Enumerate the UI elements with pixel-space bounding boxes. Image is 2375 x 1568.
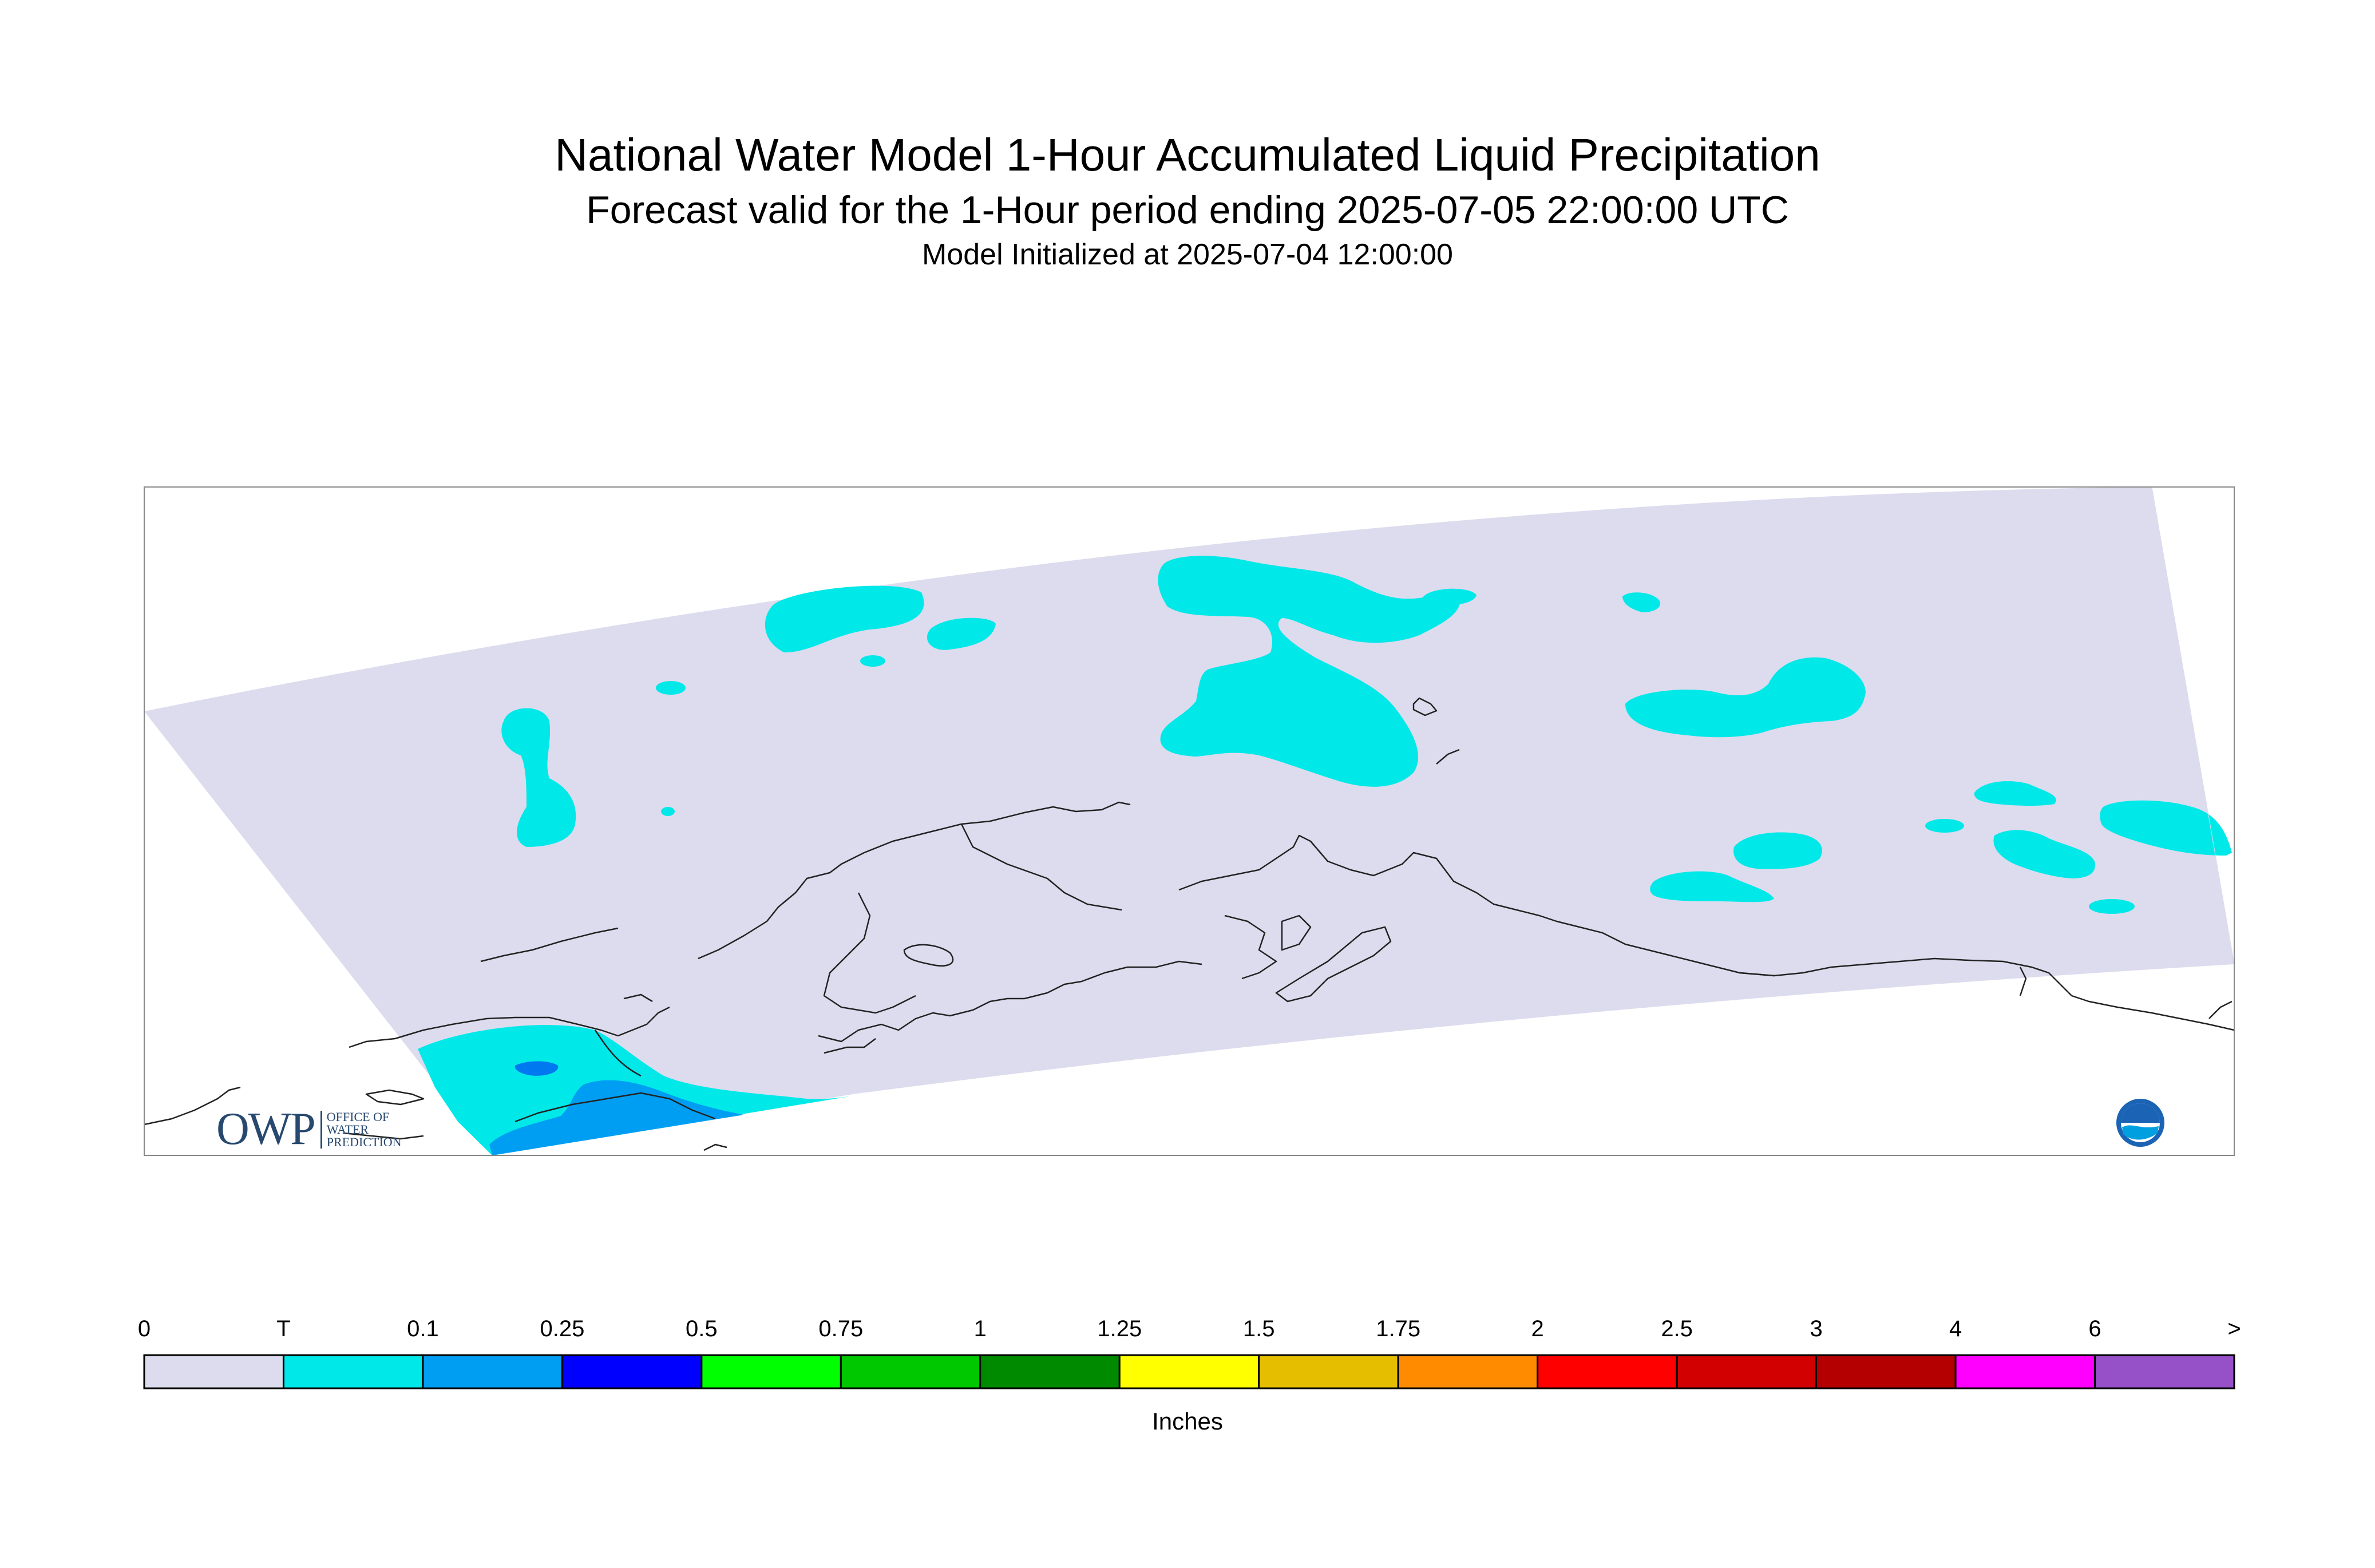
light-rain-area: [489, 1080, 744, 1155]
coastlines: [144, 697, 2234, 1151]
precip-cell: [1733, 832, 1822, 869]
legend-swatch: [1676, 1354, 1818, 1389]
legend-label: 6: [2088, 1316, 2101, 1341]
legend-label: 1.25: [1097, 1316, 1142, 1341]
legend-label: T: [276, 1316, 291, 1341]
precip-cell: [661, 807, 675, 816]
legend-swatch: [143, 1354, 284, 1389]
legend-swatch: [1815, 1354, 1957, 1389]
owp-logo-mark: OWP: [216, 1104, 316, 1154]
legend-label: 2.5: [1661, 1316, 1693, 1341]
legend-swatch: [1397, 1354, 1539, 1389]
legend-swatch: [1258, 1354, 1399, 1389]
precip-cell: [2100, 800, 2232, 856]
map-title: National Water Model 1-Hour Accumulated …: [555, 129, 1820, 180]
legend-swatch: [840, 1354, 981, 1389]
legend-label: 0: [137, 1316, 151, 1341]
legend-swatch: [979, 1354, 1121, 1389]
precip-cell: [927, 617, 996, 650]
legend-swatch: [700, 1354, 842, 1389]
precip-cell: [1993, 830, 2095, 878]
precip-cell: [1158, 556, 1460, 787]
map-frame: [144, 486, 2235, 1156]
legend-label: 1: [973, 1316, 987, 1341]
legend-swatch: [1537, 1354, 1678, 1389]
legend-swatch: [422, 1354, 563, 1389]
precip-cell: [2089, 899, 2135, 914]
precip-cell: [860, 655, 885, 667]
noaa-logo: [2116, 1099, 2164, 1147]
precip-cell: [765, 585, 924, 652]
legend-label: 0.25: [540, 1316, 585, 1341]
precip-cell: [501, 708, 576, 847]
precip-cell: [1422, 588, 1477, 606]
legend-swatch: [1118, 1354, 1260, 1389]
precip-cell: [1625, 657, 1866, 738]
legend-swatch: [1954, 1354, 2096, 1389]
legend-swatch: [2094, 1354, 2235, 1389]
legend-label: >: [2227, 1316, 2241, 1341]
precip-cell: [1650, 871, 1774, 902]
precip-cell: [1925, 819, 1964, 833]
legend-label: 2: [1531, 1316, 1544, 1341]
legend-label: 0.75: [818, 1316, 864, 1341]
legend-color-bar: [143, 1354, 2235, 1389]
legend-swatch: [561, 1354, 703, 1389]
legend-units: Inches: [1152, 1408, 1223, 1435]
legend-label: 3: [1810, 1316, 1823, 1341]
model-domain: [144, 487, 2234, 1155]
precip-cell: [1622, 592, 1660, 612]
model-init-subtitle: Model Initialized at 2025-07-04 12:00:00: [922, 238, 1453, 271]
legend-label: 4: [1949, 1316, 1962, 1341]
legend-label: 0.5: [686, 1316, 718, 1341]
legend-label: 1.5: [1242, 1316, 1275, 1341]
precip-cell: [656, 681, 686, 695]
legend-label: 0.1: [407, 1316, 439, 1341]
legend-swatch: [282, 1354, 424, 1389]
forecast-valid-subtitle: Forecast valid for the 1-Hour period end…: [586, 188, 1789, 232]
moderate-rain-area: [514, 1061, 559, 1076]
precip-cell: [1974, 781, 2056, 806]
owp-logo-text: OFFICE OF WATER PREDICTION: [320, 1110, 402, 1149]
owp-logo: OWP OFFICE OF WATER PREDICTION: [216, 1103, 402, 1155]
legend-label: 1.75: [1376, 1316, 1421, 1341]
